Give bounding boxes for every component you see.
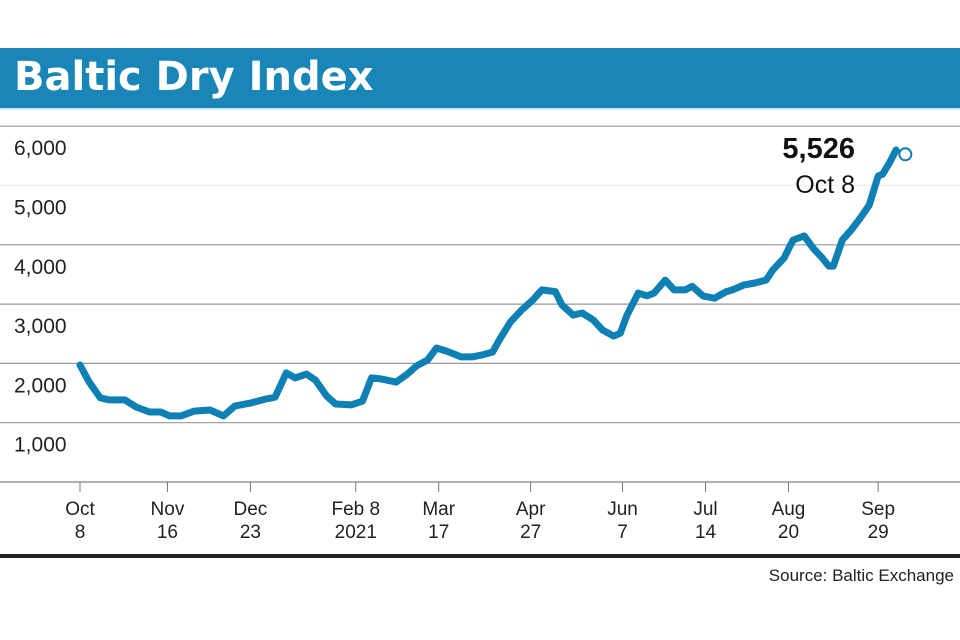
end-point-marker [898, 147, 913, 162]
x-tick-label: Dec [233, 499, 267, 520]
x-tick-label: 27 [520, 522, 541, 543]
x-tick-label: 7 [617, 522, 628, 543]
x-tick-label: Mar [422, 499, 455, 520]
y-tick-label: 1,000 [14, 434, 67, 457]
annotation-value: 5,526 [782, 133, 855, 165]
annotation-date: Oct 8 [795, 171, 855, 199]
x-tick-label: 2021 [335, 522, 377, 543]
x-tick-label: Feb 8 [331, 499, 380, 520]
y-tick-label: 4,000 [14, 256, 67, 279]
x-tick-label: 29 [868, 522, 889, 543]
x-tick-label: Jul [693, 499, 717, 520]
x-tick-label: 8 [75, 522, 86, 543]
x-tick-label: 17 [428, 522, 449, 543]
y-tick-label: 6,000 [14, 137, 67, 160]
x-tick-label: Apr [516, 499, 546, 520]
title-underline [0, 108, 960, 110]
y-tick-label: 3,000 [14, 315, 67, 338]
x-tick-label: Aug [772, 499, 806, 520]
y-tick-label: 5,000 [14, 197, 67, 220]
x-tick-label: 23 [240, 522, 261, 543]
x-tick-label: Sep [861, 499, 895, 520]
x-tick-label: 20 [778, 522, 799, 543]
series-line [76, 146, 900, 420]
title-bar: Baltic Dry Index [0, 48, 960, 108]
x-tick-label: Oct [65, 499, 95, 520]
bottom-rule [0, 554, 960, 558]
source-note: Source: Baltic Exchange [768, 566, 954, 585]
x-tick-label: 16 [157, 522, 178, 543]
y-tick-label: 2,000 [14, 374, 67, 397]
chart-title: Baltic Dry Index [14, 54, 374, 100]
x-tick-label: Nov [151, 499, 185, 520]
x-tick-label: Jun [607, 499, 638, 520]
x-tick-label: 14 [695, 522, 717, 543]
